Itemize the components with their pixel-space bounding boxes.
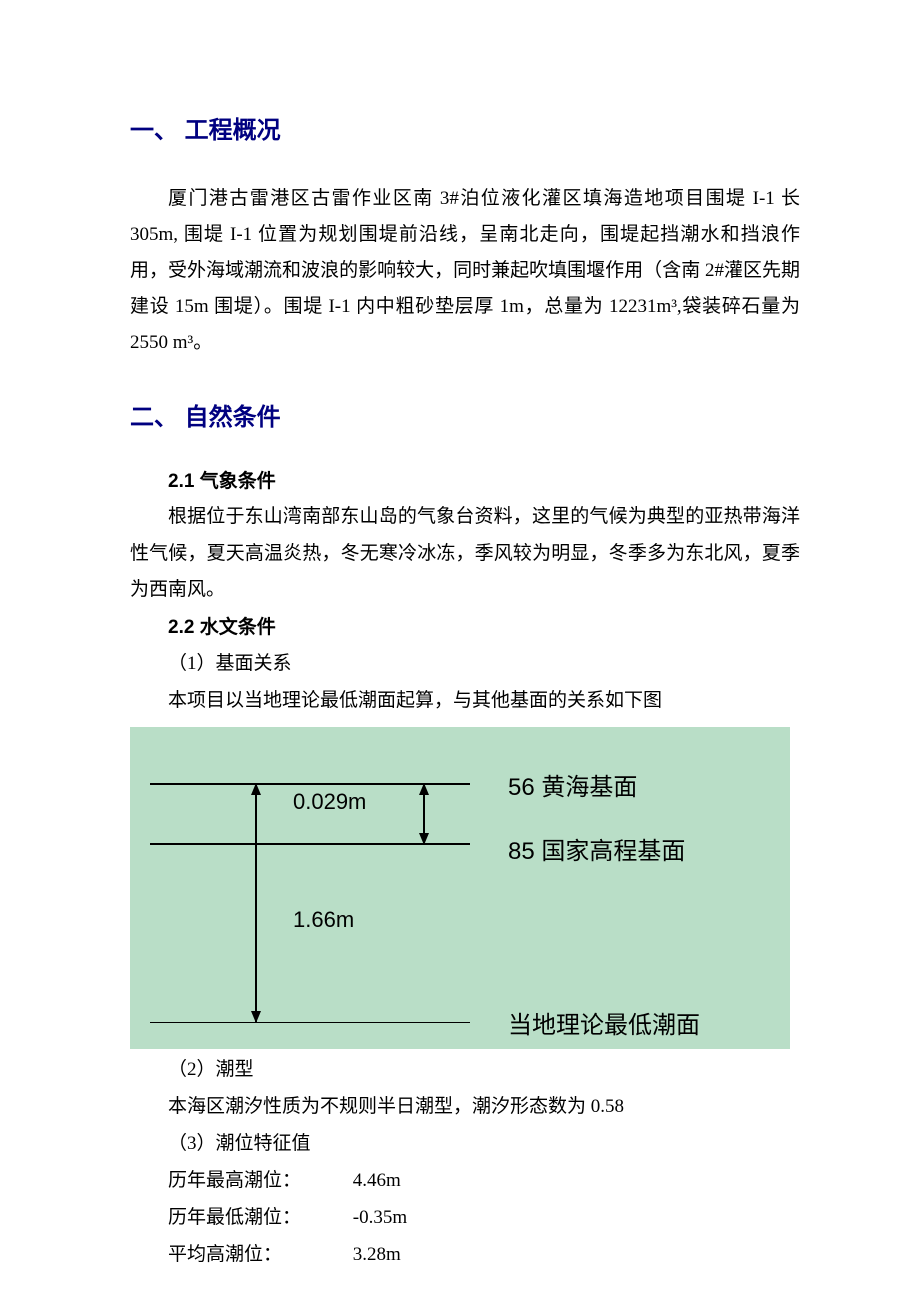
section-1-paragraph: 厦门港古雷港区古雷作业区南 3#泊位液化灌区填海造地项目围堤 I-1 长 305… (130, 181, 800, 361)
small-arrow-head-down (419, 833, 429, 845)
tide-row-0-label: 历年最高潮位： (168, 1162, 348, 1199)
tide-type-label: （2）潮型 (168, 1051, 800, 1088)
section-2-1-title: 2.1 气象条件 (168, 466, 800, 493)
tide-row-1: 历年最低潮位： -0.35m (168, 1199, 800, 1236)
big-arrow-head-down (251, 1011, 261, 1023)
datum-label-3: 当地理论最低潮面 (508, 1005, 700, 1040)
tide-row-0-value: 4.46m (353, 1170, 401, 1191)
dim-big-label: 1.66m (293, 907, 354, 933)
dim-small-label: 0.029m (293, 789, 366, 815)
small-arrow-head-up (419, 783, 429, 795)
section-2-1-paragraph: 根据位于东山湾南部东山岛的气象台资料，这里的气候为典型的亚热带海洋性气候，夏天高… (130, 499, 800, 607)
base-relation-text: 本项目以当地理论最低潮面起算，与其他基面的关系如下图 (168, 682, 800, 719)
section-1-title: 一、 工程概况 (130, 110, 800, 145)
tide-row-2-value: 3.28m (353, 1244, 401, 1265)
tide-row-2: 平均高潮位： 3.28m (168, 1236, 800, 1273)
section-2-2-title: 2.2 水文条件 (168, 612, 800, 639)
datum-line-3 (150, 1022, 470, 1023)
tide-type-text: 本海区潮汐性质为不规则半日潮型，潮汐形态数为 0.58 (168, 1088, 800, 1125)
tide-char-label: （3）潮位特征值 (168, 1125, 800, 1162)
tide-row-0: 历年最高潮位： 4.46m (168, 1162, 800, 1199)
datum-diagram: 0.029m 1.66m 56 黄海基面 85 国家高程基面 当地理论最低潮面 (130, 727, 790, 1049)
section-2-title: 二、 自然条件 (130, 397, 800, 432)
datum-label-1: 56 黄海基面 (508, 767, 637, 802)
datum-label-2: 85 国家高程基面 (508, 831, 685, 866)
big-arrow-shaft (255, 785, 257, 1022)
big-arrow-head-up (251, 783, 261, 795)
tide-row-1-value: -0.35m (353, 1207, 407, 1228)
tide-row-2-label: 平均高潮位： (168, 1236, 348, 1273)
tide-row-1-label: 历年最低潮位： (168, 1199, 348, 1236)
base-relation-label: （1）基面关系 (168, 645, 800, 682)
